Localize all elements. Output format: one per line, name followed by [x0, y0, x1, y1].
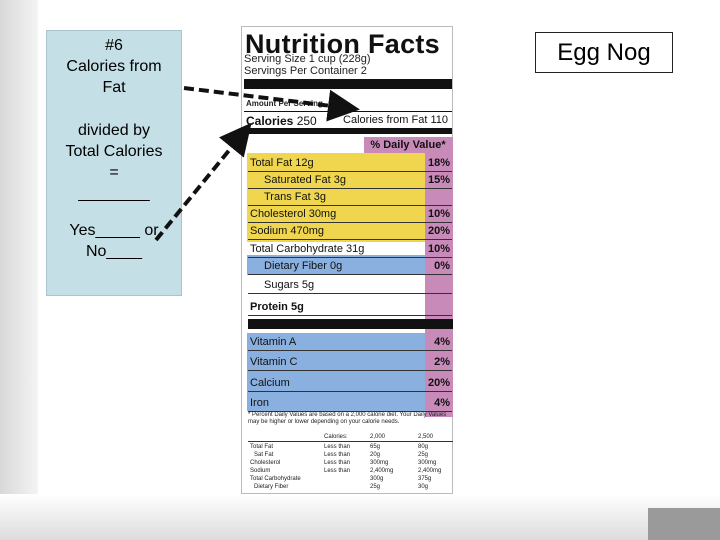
vitamin-row: Calcium 20%	[248, 375, 452, 392]
daily-values-table: Calories: 2,000 2,500 Total Fat Less tha…	[248, 433, 453, 493]
answer-blank: ________	[78, 185, 150, 202]
calories-row: Calories 250	[246, 114, 317, 128]
nutrient-row: Protein 5g	[248, 299, 452, 316]
question-text-line: =	[109, 164, 119, 181]
yes-option: Yes_____ or	[69, 222, 159, 239]
daily-value-header: % Daily Value*	[364, 137, 452, 153]
fat-highlight-zone	[247, 153, 427, 242]
vitamin-row: Vitamin A 4%	[248, 334, 452, 351]
serving-info: Serving Size 1 cup (228g) Servings Per C…	[244, 53, 371, 77]
divider-thick	[248, 319, 453, 329]
divider-thick	[244, 79, 452, 89]
vitamin-row: Iron 4%	[248, 395, 452, 412]
calories-from-fat: Calories from Fat 110	[343, 114, 448, 126]
no-option: No____	[85, 243, 143, 260]
divider-thick	[244, 128, 452, 134]
vitamin-row: Vitamin C 2%	[248, 354, 452, 371]
nutrient-row: Sodium 470mg 20%	[248, 223, 452, 240]
slide-corner-block	[648, 508, 720, 540]
nutrition-facts-label: Nutrition Facts Serving Size 1 cup (228g…	[241, 26, 453, 494]
question-card: #6 Calories from Fat divided by Total Ca…	[46, 30, 182, 296]
amount-per-serving: Amount Per Serving	[246, 99, 323, 108]
question-text-line: divided by	[77, 122, 151, 139]
nutrient-row: Saturated Fat 3g 15%	[248, 172, 452, 189]
nutrient-row: Total Fat 12g 18%	[248, 155, 452, 172]
question-text-line: Calories from	[66, 58, 162, 75]
slide-left-gradient	[0, 0, 38, 540]
vitamin-highlight-zone	[247, 333, 427, 411]
serving-size: Serving Size 1 cup (228g)	[244, 53, 371, 65]
divider-thin	[244, 111, 452, 112]
label-title: Nutrition Facts	[245, 29, 441, 59]
nutrient-row: Cholesterol 30mg 10%	[248, 206, 452, 223]
product-name-box: Egg Nog	[535, 32, 673, 73]
footnote: * Percent Daily Values are based on a 2,…	[248, 412, 447, 425]
nutrient-row: Total Carbohydrate 31g 10%	[248, 241, 452, 258]
servings-per-container: Servings Per Container 2	[244, 65, 367, 77]
question-number: #6	[105, 37, 123, 54]
nutrient-row: Sugars 5g	[248, 277, 452, 294]
calories-label: Calories	[246, 114, 294, 128]
slide-bottom-gradient	[0, 494, 720, 540]
question-text-line: Fat	[102, 79, 126, 96]
nutrient-row: Dietary Fiber 0g 0%	[248, 258, 452, 275]
question-text-line: Total Calories	[65, 143, 163, 160]
calories-value: 250	[296, 114, 317, 128]
fiber-highlight-zone	[247, 255, 427, 275]
nutrient-row: Trans Fat 3g	[248, 189, 452, 206]
